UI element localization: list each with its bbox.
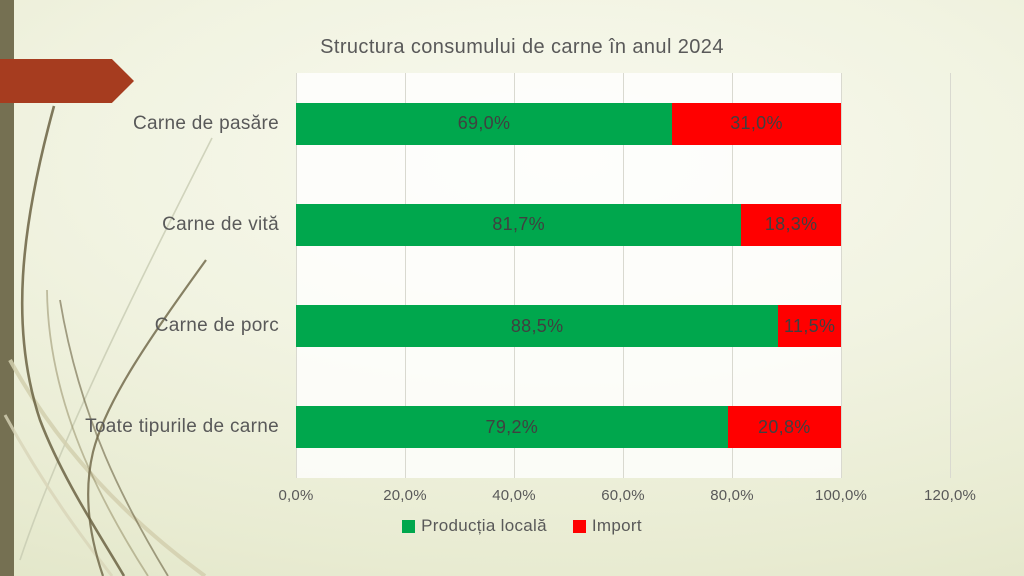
gridline (950, 73, 951, 478)
bar-segment-import: 20,8% (727, 406, 841, 449)
gridline (405, 73, 406, 478)
stacked-bar: 69,0% 31,0% (296, 102, 841, 145)
bar-segment-import: 18,3% (741, 203, 841, 246)
bar-segment-productia-locala: 88,5% (296, 305, 779, 348)
legend-item-productia-locala: Producția locală (402, 516, 547, 536)
x-axis-tick-label: 40,0% (492, 487, 536, 504)
bar-segment-productia-locala: 81,7% (296, 203, 742, 246)
arrow-shape (0, 59, 134, 103)
bar-row: Toate tipurile de carne 79,2% 20,8% (85, 377, 950, 478)
data-label: 31,0% (730, 113, 783, 134)
stacked-bar: 88,5% 11,5% (296, 305, 841, 348)
gridline (623, 73, 624, 478)
category-label: Carne de porc (154, 315, 279, 337)
gridline (732, 73, 733, 478)
data-label: 18,3% (764, 214, 818, 235)
legend-item-import: Import (572, 516, 642, 536)
legend: Producția locală Import (94, 516, 950, 536)
data-label: 88,5% (510, 315, 564, 336)
data-label: 79,2% (485, 416, 539, 437)
stacked-bar: 79,2% 20,8% (296, 406, 841, 449)
chart: Structura consumului de carne în anul 20… (85, 30, 976, 550)
gridline (296, 73, 297, 478)
x-axis-tick-label: 100,0% (814, 487, 868, 504)
legend-label: Import (591, 516, 642, 535)
category-label: Toate tipurile de carne (85, 416, 279, 438)
legend-swatch (572, 519, 586, 533)
bar-segment-import: 31,0% (672, 102, 841, 145)
bar-segment-import: 11,5% (778, 305, 841, 348)
x-axis-tick-label: 60,0% (601, 487, 645, 504)
bar-rows: Carne de pasăre 69,0% 31,0% Carne de vită 81… (85, 73, 950, 478)
bar-segment-productia-locala: 69,0% (296, 102, 673, 145)
category-label: Carne de vită (162, 213, 279, 235)
data-label: 20,8% (758, 416, 811, 437)
x-axis-tick-label: 20,0% (383, 487, 427, 504)
bar-row: Carne de porc 88,5% 11,5% (155, 276, 950, 377)
data-label: 11,5% (784, 315, 836, 336)
gridline (514, 73, 515, 478)
data-label: 81,7% (492, 214, 545, 235)
gridline (841, 73, 842, 478)
chart-title: Structura consumului de carne în anul 20… (320, 36, 724, 58)
legend-swatch (402, 519, 416, 533)
data-label: 69,0% (457, 113, 511, 134)
stacked-bar: 81,7% 18,3% (296, 203, 841, 246)
bar-row: Carne de vită 81,7% 18,3% (162, 174, 950, 275)
category-label: Carne de pasăre (132, 112, 279, 134)
plot-area: 0,0% 20,0% 40,0% 60,0% 80,0% 100,0% 120,0% Carn… (85, 73, 976, 504)
x-axis-tick-label: 120,0% (923, 487, 977, 504)
legend-label: Producția locală (421, 516, 547, 535)
x-axis-tick-label: 0,0% (278, 487, 314, 504)
x-axis-tick-label: 80,0% (710, 487, 754, 504)
bar-row: Carne de pasăre 69,0% 31,0% (133, 73, 950, 174)
bar-segment-productia-locala: 79,2% (296, 406, 728, 449)
